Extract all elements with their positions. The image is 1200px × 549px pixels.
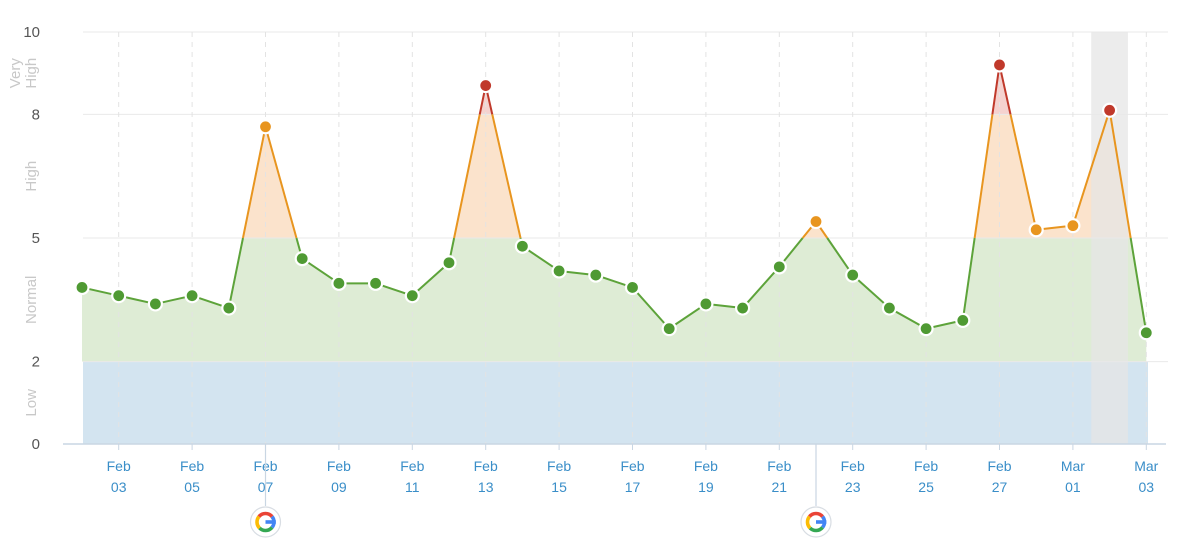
- area-normal: [82, 238, 1147, 362]
- x-tick-day: 03: [1139, 479, 1155, 495]
- x-tick-month: Feb: [327, 458, 351, 474]
- series-line-segment: [491, 114, 522, 239]
- data-point-normal[interactable]: Feb 06: [221, 300, 237, 316]
- x-tick-day: 05: [184, 479, 200, 495]
- series-line-segment: [241, 126, 267, 239]
- series-line-segment: [453, 114, 481, 239]
- y-tick-label: 2: [32, 354, 40, 371]
- data-point-normal[interactable]: Feb 26: [955, 312, 971, 328]
- series-line-segment: [961, 237, 976, 321]
- x-tick-month: Feb: [914, 458, 938, 474]
- x-tick-day: 09: [331, 479, 347, 495]
- series-line-segment: [852, 274, 891, 309]
- data-point-normal[interactable]: Feb 04: [147, 296, 163, 312]
- y-tick-label: 5: [32, 230, 40, 247]
- series-line-segment: [264, 126, 298, 239]
- series-line-segment: [411, 261, 450, 297]
- x-tick-month: Feb: [474, 458, 498, 474]
- x-tick-month: Feb: [620, 458, 644, 474]
- zone-label: Low: [23, 389, 40, 417]
- x-tick-month: Feb: [107, 458, 131, 474]
- data-point-normal[interactable]: Feb 09: [331, 275, 347, 291]
- x-tick-month: Feb: [400, 458, 424, 474]
- data-point-normal[interactable]: Feb 20: [734, 300, 751, 316]
- x-tick-day: 25: [918, 479, 934, 495]
- x-axis: Feb03Feb05Feb07Feb09Feb11Feb13Feb15Feb17…: [107, 444, 1159, 495]
- x-tick-month: Mar: [1134, 458, 1158, 474]
- data-point-very-high[interactable]: Feb 13: [478, 77, 494, 94]
- zone-label: Very: [7, 58, 24, 89]
- google-update-markers[interactable]: [249, 444, 832, 538]
- plot-background: [83, 361, 1148, 444]
- area-high: [242, 114, 1131, 238]
- data-point-normal[interactable]: Feb 10: [368, 275, 384, 291]
- data-point-normal[interactable]: Feb 02: [74, 279, 90, 296]
- data-point-very-high[interactable]: Mar 02: [1101, 102, 1118, 118]
- data-point-normal[interactable]: Feb 16: [588, 267, 604, 283]
- series-line-segment: [631, 286, 670, 330]
- data-point-normal[interactable]: Feb 23: [845, 267, 861, 283]
- x-tick-day: 21: [772, 479, 788, 495]
- data-point-normal[interactable]: Feb 12: [441, 255, 457, 271]
- series-line-segment: [991, 64, 1001, 115]
- zone-low-band: [83, 361, 1148, 444]
- x-tick-day: 01: [1065, 479, 1081, 495]
- data-point-normal[interactable]: Feb 19: [698, 296, 714, 312]
- series-line-segment: [1071, 114, 1110, 226]
- data-point-normal[interactable]: Feb 17: [624, 279, 641, 296]
- y-tick-label: 8: [32, 106, 40, 123]
- x-tick-month: Mar: [1061, 458, 1085, 474]
- data-point-normal[interactable]: Feb 21: [771, 259, 787, 275]
- data-point-high[interactable]: Feb 07: [257, 119, 274, 135]
- x-tick-month: Feb: [547, 458, 571, 474]
- x-tick-month: Feb: [180, 458, 204, 474]
- data-point-normal[interactable]: Feb 03: [111, 288, 127, 304]
- x-tick-day: 13: [478, 479, 494, 495]
- x-tick-day: 03: [111, 479, 127, 495]
- google-icon[interactable]: [249, 506, 282, 538]
- series-line-segment: [998, 64, 1012, 115]
- data-point-normal[interactable]: Feb 18: [661, 321, 677, 337]
- data-point-very-high[interactable]: Feb 27: [991, 57, 1008, 73]
- x-tick-day: 27: [992, 479, 1008, 495]
- data-point-high[interactable]: Mar 01: [1065, 218, 1081, 234]
- x-tick-day: 15: [551, 479, 567, 495]
- data-point-high[interactable]: Feb 22: [808, 213, 824, 230]
- x-tick-month: Feb: [694, 458, 718, 474]
- zone-label: Normal: [23, 276, 40, 324]
- google-icon[interactable]: [800, 506, 832, 538]
- x-tick-month: Feb: [987, 458, 1011, 474]
- series-line-segment: [1009, 114, 1038, 230]
- grid: [63, 31, 1168, 445]
- series-points[interactable]: Feb 02 Feb 03 Feb 04 Feb 05 Feb 06 Feb 07 Feb …: [74, 57, 1154, 341]
- zone-label: High: [23, 161, 40, 192]
- data-point-normal[interactable]: Feb 14: [514, 238, 531, 254]
- series-line-segment: [1109, 114, 1132, 239]
- x-tick-month: Feb: [841, 458, 865, 474]
- data-point-normal[interactable]: Feb 05: [184, 288, 200, 304]
- x-tick-day: 19: [698, 479, 714, 495]
- data-point-normal[interactable]: Mar 03: [1138, 325, 1154, 341]
- y-tick-label: 0: [32, 436, 40, 453]
- data-point-high[interactable]: Feb 28: [1028, 222, 1044, 238]
- x-tick-month: Feb: [767, 458, 791, 474]
- data-point-normal[interactable]: Feb 24: [881, 300, 898, 316]
- series-line-segment: [741, 266, 781, 309]
- y-tick-label: 10: [23, 24, 40, 41]
- x-tick-day: 17: [625, 479, 641, 495]
- data-point-normal[interactable]: Feb 15: [551, 263, 567, 279]
- series-line-segment: [1129, 237, 1148, 333]
- data-point-normal[interactable]: Feb 11: [404, 288, 420, 304]
- x-tick-day: 23: [845, 479, 861, 495]
- data-point-normal[interactable]: Feb 08: [294, 251, 310, 267]
- series-line-segment: [973, 114, 994, 239]
- data-point-normal[interactable]: Feb 25: [918, 321, 934, 337]
- zone-label: High: [23, 58, 40, 89]
- series-line-segment: [227, 237, 244, 309]
- x-tick-day: 11: [405, 479, 420, 495]
